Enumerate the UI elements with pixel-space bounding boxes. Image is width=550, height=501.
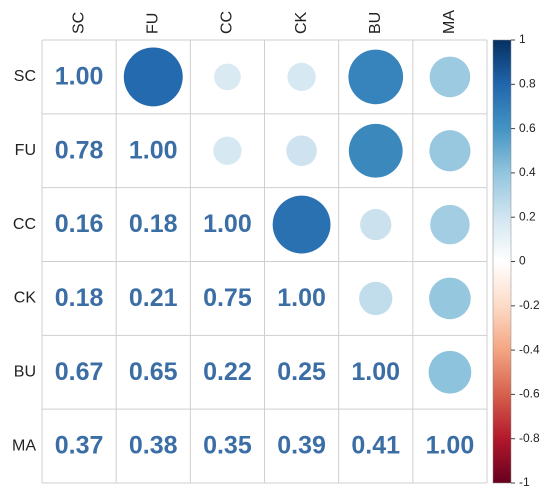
correlation-number: 0.21 [129,284,178,312]
correlation-number: 1.00 [351,358,400,386]
correlation-number: 0.37 [55,432,104,460]
correlation-circle [272,195,331,254]
correlation-circle [214,63,241,91]
correlation-number: 0.78 [55,136,104,164]
correlation-number: 0.75 [203,284,252,312]
row-label: FU [15,142,36,159]
correlation-circle [430,204,470,245]
row-label: CK [14,290,37,307]
correlation-circle [123,47,183,107]
colorbar [492,39,512,484]
correlation-number: 0.18 [129,210,178,238]
correlation-circle [429,277,471,320]
correlation-number: 0.16 [55,210,104,238]
correlation-circle [287,62,316,92]
correlation-number: 0.41 [351,432,400,460]
column-label: FU [144,13,161,34]
correlation-number: 0.67 [55,358,104,386]
row-label: MA [12,437,36,454]
correlation-circle [348,49,404,105]
correlation-number: 0.39 [277,432,326,460]
correlation-circle [213,136,242,165]
colorbar-tick-label: 1 [519,32,526,46]
colorbar-tick-label: 0.2 [519,209,536,223]
colorbar-tick-label: -0.2 [519,298,540,312]
correlation-number: 0.38 [129,432,178,460]
correlation-circle [360,208,392,241]
column-label: CC [219,11,236,34]
colorbar-tick-label: 0.6 [519,121,536,135]
correlation-circle [429,56,471,98]
column-label: BU [367,12,384,34]
colorbar-tick-label: 0.4 [519,165,536,179]
row-label: SC [14,68,36,85]
column-label: CK [293,11,310,34]
correlation-number: 1.00 [426,432,475,460]
colorbar-tick-label: -0.6 [519,387,540,401]
correlation-circle [286,135,317,167]
correlation-number: 0.22 [203,358,252,386]
correlation-circle [428,350,472,394]
column-label: MA [441,10,458,34]
correlation-number: 0.65 [129,358,178,386]
row-label: CC [13,216,36,233]
colorbar-tick-label: -1 [519,475,530,489]
correlation-circle [348,123,403,178]
correlation-number: 0.35 [203,432,252,460]
colorbar-tick-label: -0.8 [519,431,540,445]
column-label: SC [70,12,87,34]
colorbar-tick-label: 0.8 [519,76,536,90]
correlation-circle [359,281,393,316]
colorbar-tick-label: 0 [519,254,526,268]
correlation-circle [429,130,471,172]
correlation-number: 0.25 [277,358,326,386]
correlation-number: 0.18 [55,284,104,312]
row-label: BU [14,363,36,380]
correlation-number: 1.00 [203,210,252,238]
correlation-number: 1.00 [277,284,326,312]
correlation-number: 1.00 [55,63,104,91]
colorbar-tick-label: -0.4 [519,342,540,356]
correlation-number: 1.00 [129,136,178,164]
